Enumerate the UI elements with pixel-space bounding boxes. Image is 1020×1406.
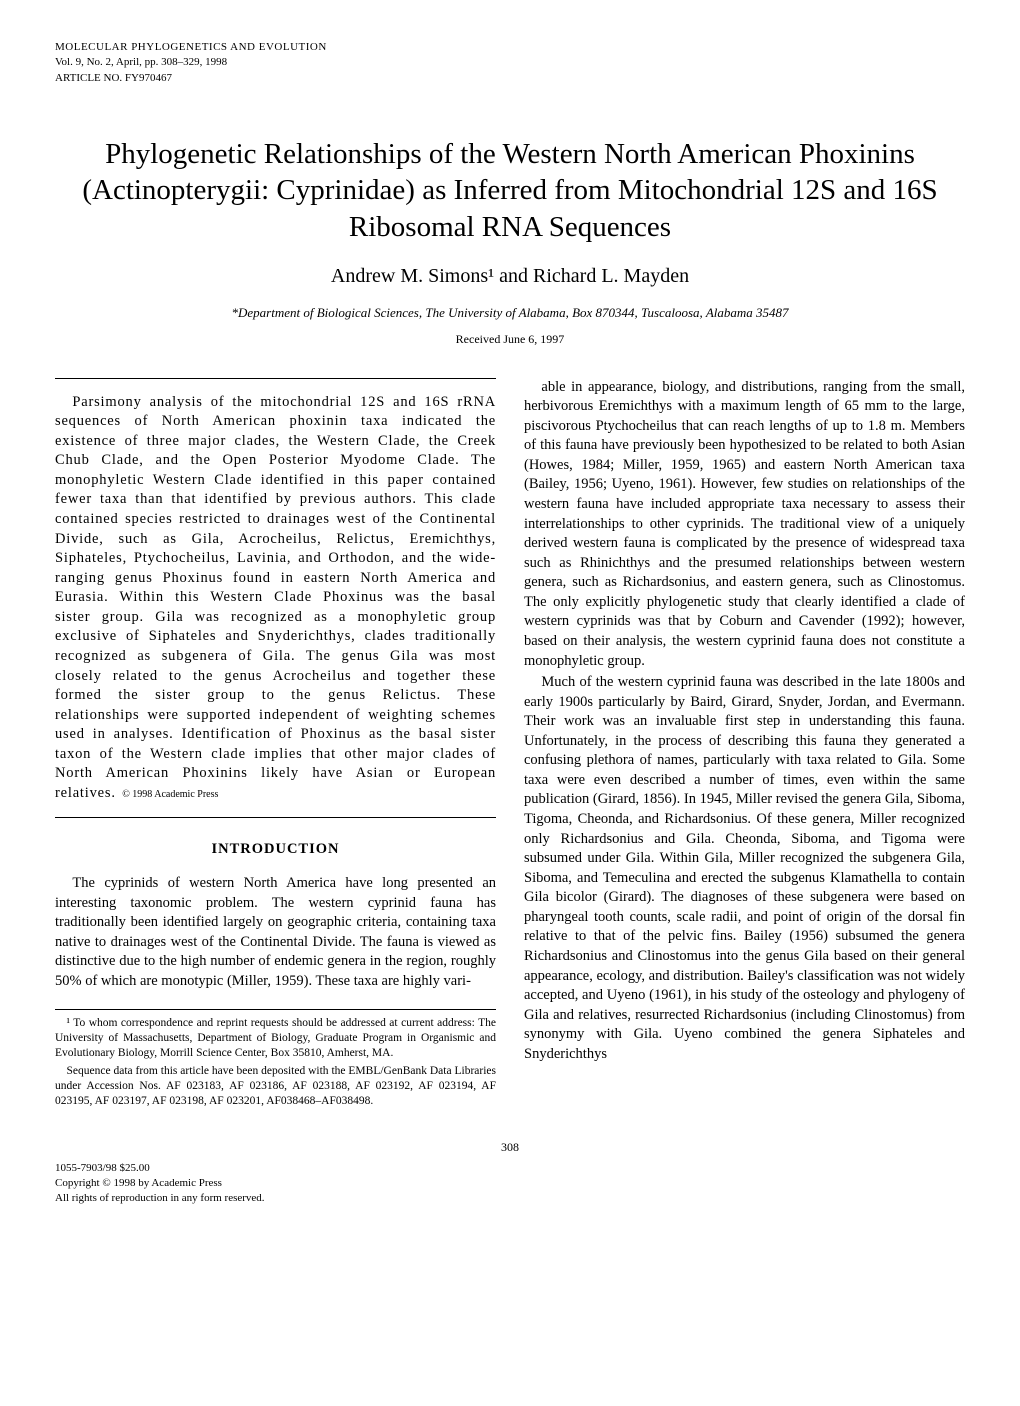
- footnote-1: ¹ To whom correspondence and reprint req…: [55, 1016, 496, 1061]
- journal-header: MOLECULAR PHYLOGENETICS AND EVOLUTION Vo…: [55, 40, 965, 86]
- journal-name: MOLECULAR PHYLOGENETICS AND EVOLUTION: [55, 40, 965, 55]
- right-col-paragraph-1: able in appearance, biology, and distrib…: [524, 378, 965, 671]
- footer-copyright-block: 1055-7903/98 $25.00 Copyright © 1998 by …: [55, 1161, 965, 1206]
- article-title: Phylogenetic Relationships of the Wester…: [55, 136, 965, 245]
- abstract-body: Parsimony analysis of the mitochondrial …: [55, 394, 496, 801]
- copyright-inline: © 1998 Academic Press: [122, 789, 218, 800]
- footer-line-1: 1055-7903/98 $25.00: [55, 1161, 965, 1176]
- footnotes-block: ¹ To whom correspondence and reprint req…: [55, 1009, 496, 1109]
- received-date: Received June 6, 1997: [55, 331, 965, 347]
- intro-paragraph-1: The cyprinids of western North America h…: [55, 874, 496, 991]
- abstract-block: Parsimony analysis of the mitochondrial …: [55, 378, 496, 819]
- footer-line-3: All rights of reproduction in any form r…: [55, 1191, 965, 1206]
- journal-vol-line: Vol. 9, No. 2, April, pp. 308–329, 1998: [55, 55, 965, 70]
- footnote-2: Sequence data from this article have bee…: [55, 1064, 496, 1109]
- two-column-body: Parsimony analysis of the mitochondrial …: [55, 378, 965, 1109]
- footer-line-2: Copyright © 1998 by Academic Press: [55, 1176, 965, 1191]
- article-number: ARTICLE NO. FY970467: [55, 71, 965, 86]
- abstract-text: Parsimony analysis of the mitochondrial …: [55, 393, 496, 804]
- section-heading-introduction: INTRODUCTION: [55, 840, 496, 860]
- authors-line: Andrew M. Simons¹ and Richard L. Mayden: [55, 263, 965, 290]
- right-col-paragraph-2: Much of the western cyprinid fauna was d…: [524, 673, 965, 1064]
- affiliation-line: *Department of Biological Sciences, The …: [55, 304, 965, 322]
- page-number: 308: [55, 1139, 965, 1155]
- page-footer: 308 1055-7903/98 $25.00 Copyright © 1998…: [55, 1139, 965, 1206]
